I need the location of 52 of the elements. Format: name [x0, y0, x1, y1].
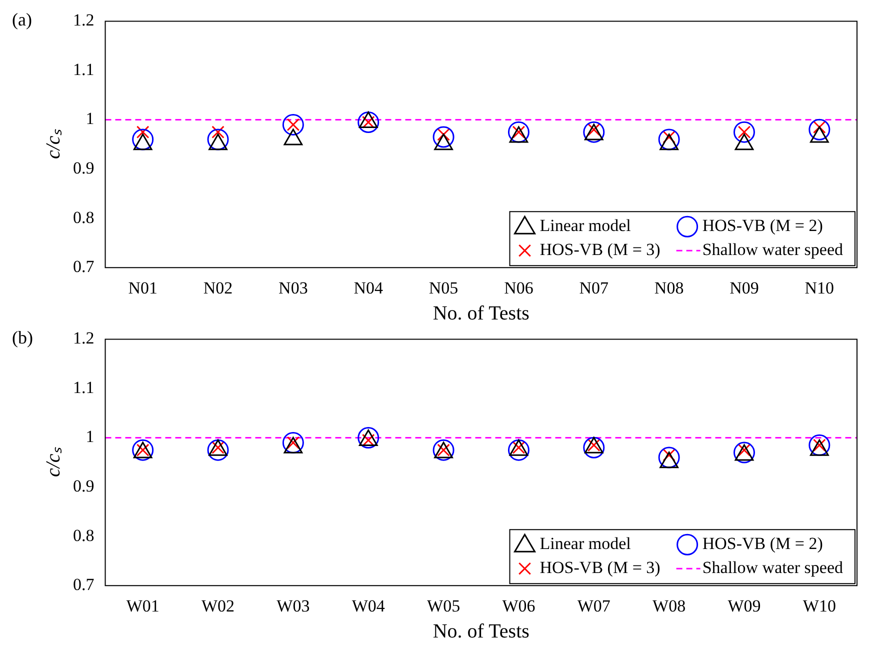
x-tick-label: W09	[728, 596, 761, 616]
legend-label: Linear model	[540, 534, 632, 554]
point	[282, 432, 304, 454]
y-tick-label: 1.2	[73, 10, 94, 30]
legend-label: Shallow water speed	[702, 240, 844, 260]
y-tick-label: 0.7	[73, 257, 95, 276]
y-tick-label: 0.8	[73, 208, 94, 227]
y-tick-label: 0.9	[73, 476, 94, 496]
x-axis-title: No. of Tests	[432, 302, 530, 324]
point	[808, 434, 830, 456]
x-tick-label: N01	[128, 278, 158, 298]
point	[658, 446, 680, 468]
legend-label: Shallow water speed	[702, 558, 844, 578]
y-tick-label: 0.7	[73, 575, 95, 594]
point	[583, 436, 605, 458]
point	[508, 439, 530, 461]
text: (b)	[12, 328, 33, 348]
legend-label: HOS-VB (M = 3)	[540, 240, 660, 260]
text: (a)	[12, 10, 32, 30]
x-tick-label: N08	[654, 278, 684, 298]
y-tick-label: 1	[86, 109, 94, 128]
legend-label: HOS-VB (M = 2)	[702, 534, 823, 554]
x-tick-label: N10	[804, 278, 834, 298]
y-axis-title: c/cₛ	[42, 128, 64, 160]
x-tick-label: W03	[276, 596, 310, 616]
x-tick-label: W07	[577, 596, 611, 616]
x-tick-label: W10	[802, 596, 836, 616]
y-tick-label: 1	[86, 427, 94, 446]
y-tick-label: 0.8	[73, 526, 94, 545]
y-tick-label: 1.2	[73, 328, 94, 348]
x-tick-label: W04	[352, 596, 386, 616]
x-tick-label: N05	[428, 278, 458, 298]
x-tick-label: W08	[652, 596, 686, 616]
point	[207, 439, 229, 461]
x-tick-label: W01	[126, 596, 160, 616]
x-tick-label: W02	[201, 596, 235, 616]
x-tick-label: N07	[579, 278, 610, 298]
y-tick-label: 1.1	[73, 378, 94, 397]
y-tick-label: 1.1	[73, 60, 94, 79]
x-tick-label: N09	[730, 278, 759, 298]
x-tick-label: N06	[504, 278, 534, 298]
x-tick-label: W05	[427, 596, 460, 616]
y-tick-label: 0.9	[73, 158, 94, 178]
y-axis-title: c/cₛ	[42, 446, 64, 478]
x-axis-title: No. of Tests	[432, 620, 530, 642]
legend-label: HOS-VB (M = 2)	[702, 216, 823, 236]
x-tick-label: W06	[502, 596, 536, 616]
legend-label: Linear model	[540, 216, 632, 236]
x-tick-label: N02	[203, 278, 233, 298]
x-tick-label: N03	[278, 278, 308, 298]
x-tick-label: N04	[354, 278, 384, 298]
legend-label: HOS-VB (M = 3)	[540, 558, 660, 578]
